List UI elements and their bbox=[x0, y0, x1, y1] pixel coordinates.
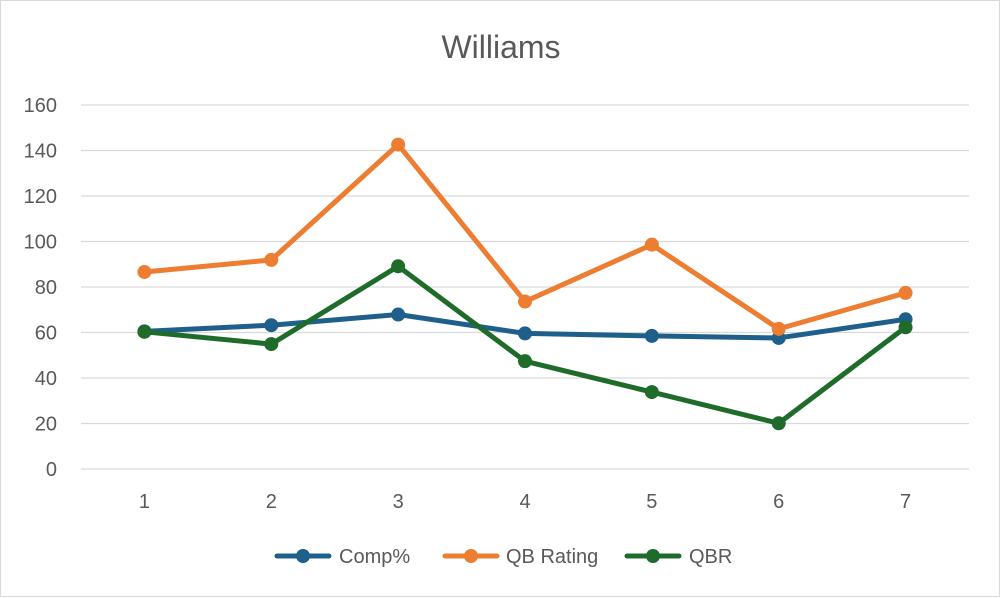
data-point bbox=[898, 285, 913, 300]
x-tick-label: 4 bbox=[519, 491, 530, 513]
legend-entry: Comp% bbox=[274, 546, 410, 568]
legend-entry: QBR bbox=[624, 546, 732, 568]
legend-entry: QB Rating bbox=[442, 546, 598, 568]
y-tick-label: 60 bbox=[35, 323, 57, 345]
x-tick-label: 3 bbox=[393, 491, 404, 513]
legend-label: Comp% bbox=[339, 546, 410, 568]
x-tick-label: 5 bbox=[646, 491, 657, 513]
y-tick-label: 20 bbox=[35, 414, 57, 436]
data-point bbox=[391, 137, 406, 152]
series-line bbox=[141, 263, 909, 426]
data-point bbox=[264, 318, 279, 333]
legend: Comp% QB Rating QBR bbox=[274, 546, 732, 568]
series-lines bbox=[137, 137, 913, 431]
data-point bbox=[518, 354, 532, 369]
data-point bbox=[644, 328, 659, 343]
legend-swatch-marker bbox=[464, 549, 478, 563]
legend-swatch-marker bbox=[296, 549, 310, 563]
data-point bbox=[771, 416, 786, 431]
x-tick-label: 1 bbox=[139, 491, 150, 513]
data-point bbox=[771, 321, 786, 336]
y-axis-ticks: 0 20 40 60 80 100 120 140 160 bbox=[24, 95, 57, 481]
data-point bbox=[137, 264, 152, 279]
data-point bbox=[137, 324, 152, 339]
y-tick-label: 40 bbox=[35, 368, 57, 390]
data-point bbox=[644, 237, 659, 252]
y-tick-label: 100 bbox=[24, 232, 57, 254]
y-tick-label: 160 bbox=[24, 95, 57, 117]
legend-label: QB Rating bbox=[506, 546, 598, 568]
x-tick-label: 2 bbox=[266, 491, 277, 513]
legend-swatch-marker bbox=[646, 549, 660, 563]
data-point bbox=[518, 326, 532, 341]
x-tick-label: 6 bbox=[773, 491, 784, 513]
data-point bbox=[518, 294, 532, 309]
data-point bbox=[644, 385, 659, 400]
x-tick-label: 7 bbox=[900, 491, 911, 513]
y-tick-label: 120 bbox=[24, 186, 57, 208]
y-tick-label: 0 bbox=[46, 459, 57, 481]
x-axis-ticks: 1 2 3 4 5 6 7 bbox=[139, 491, 911, 513]
series-qbr bbox=[137, 259, 913, 431]
y-tick-label: 80 bbox=[35, 277, 57, 299]
data-point bbox=[264, 252, 279, 267]
data-point bbox=[898, 320, 913, 335]
data-point bbox=[264, 337, 279, 352]
y-tick-label: 140 bbox=[24, 141, 57, 163]
data-point bbox=[391, 259, 406, 274]
series-qb-rating bbox=[137, 137, 913, 336]
data-point bbox=[391, 307, 406, 322]
chart-title: Williams bbox=[441, 29, 560, 65]
legend-label: QBR bbox=[689, 546, 732, 568]
gridlines bbox=[81, 104, 969, 470]
